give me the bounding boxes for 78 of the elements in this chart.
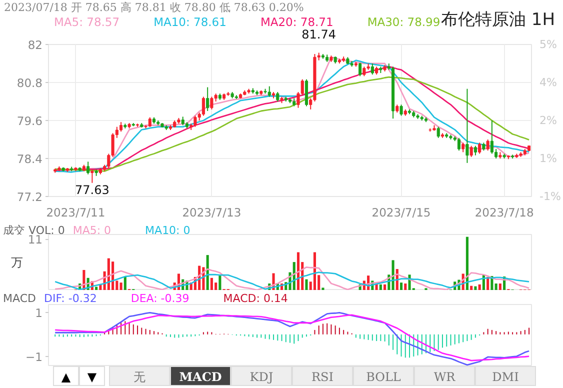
- candlestick: [202, 96, 205, 116]
- candlestick: [474, 145, 477, 156]
- annotation: 77.63: [75, 182, 110, 197]
- candlestick: [148, 116, 152, 128]
- bar: [305, 279, 308, 290]
- bar: [478, 284, 481, 290]
- bar: [379, 284, 382, 290]
- bar: [120, 282, 122, 290]
- text: MA20: 78.71: [260, 15, 334, 29]
- bar: [470, 286, 473, 290]
- candlestick: [436, 126, 440, 138]
- text: 无: [109, 366, 170, 386]
- text: MA10: 78.61: [154, 15, 226, 29]
- bar: [498, 284, 502, 290]
- chart-title: MACD: [3, 292, 36, 305]
- x-tick-label: 2023/7/18: [474, 206, 534, 220]
- x-tick-label: 2023/7/11: [46, 206, 106, 220]
- text: RSI: [292, 366, 353, 386]
- bar: [404, 284, 407, 290]
- y-tick-label: 82: [28, 38, 43, 52]
- candlestick: [478, 142, 482, 154]
- y-tick-label: 79.6: [16, 114, 43, 128]
- text: MA5: 78.57: [54, 15, 120, 29]
- text: KDJ: [231, 366, 292, 386]
- text: WR: [414, 366, 475, 386]
- text: MA10: 0: [145, 224, 190, 237]
- y-tick-label: 1: [35, 306, 43, 320]
- text: DIF: -0.32: [44, 292, 97, 305]
- candlestick: [457, 137, 460, 152]
- y-tick-label: 80.8: [16, 76, 43, 90]
- text: MA30: 78.99: [367, 15, 440, 29]
- candlestick: [362, 66, 366, 77]
- candlestick: [486, 139, 490, 152]
- bar: [313, 252, 316, 290]
- candlestick: [462, 142, 465, 153]
- text: MACD: 0.14: [223, 292, 288, 305]
- bar: [494, 284, 498, 290]
- text: MACD: [170, 366, 231, 386]
- candlestick: [370, 63, 374, 76]
- y-tick-label: 78.4: [16, 152, 43, 166]
- candlestick: [194, 115, 197, 128]
- bar: [296, 252, 300, 290]
- candlestick: [400, 104, 403, 116]
- text: ▲: [53, 366, 79, 386]
- annotation: 81.74: [302, 28, 336, 42]
- bar: [95, 286, 98, 290]
- candlestick: [466, 88, 469, 164]
- candlestick: [470, 145, 473, 158]
- y-tick-label: 77.2: [16, 190, 43, 204]
- bar: [474, 286, 477, 290]
- candlestick: [276, 92, 280, 102]
- y-tick-label: 11: [28, 232, 43, 247]
- candlestick: [86, 161, 90, 175]
- candlestick: [268, 86, 271, 98]
- candlestick: [210, 96, 214, 110]
- x-tick-label: 2023/7/13: [182, 206, 242, 220]
- bar: [400, 282, 403, 290]
- text: BOLL: [353, 366, 414, 386]
- bar: [206, 255, 209, 290]
- candlestick: [490, 120, 494, 154]
- text: ▼: [79, 366, 105, 386]
- candlestick: [90, 169, 94, 184]
- candlestick: [304, 78, 308, 107]
- series-label: DEA: -0.39: [130, 292, 190, 305]
- y-tick-label: −1: [26, 350, 42, 364]
- candlestick: [120, 122, 123, 132]
- chart-subtitle: 2023/07/18 开 78.65 高 78.81 收 78.80 低 78.63 0.20%: [4, 0, 304, 16]
- bar: [384, 284, 386, 290]
- bar: [210, 278, 213, 290]
- text: MA5: 0: [72, 224, 112, 237]
- y-axis-title: 万: [10, 256, 23, 270]
- candlestick: [358, 62, 362, 77]
- candlestick: [206, 86, 210, 112]
- bar: [218, 276, 222, 290]
- text: DMI: [475, 366, 536, 386]
- bar: [124, 276, 126, 290]
- bar: [466, 236, 468, 290]
- x-tick-label: 2023/7/15: [372, 206, 431, 220]
